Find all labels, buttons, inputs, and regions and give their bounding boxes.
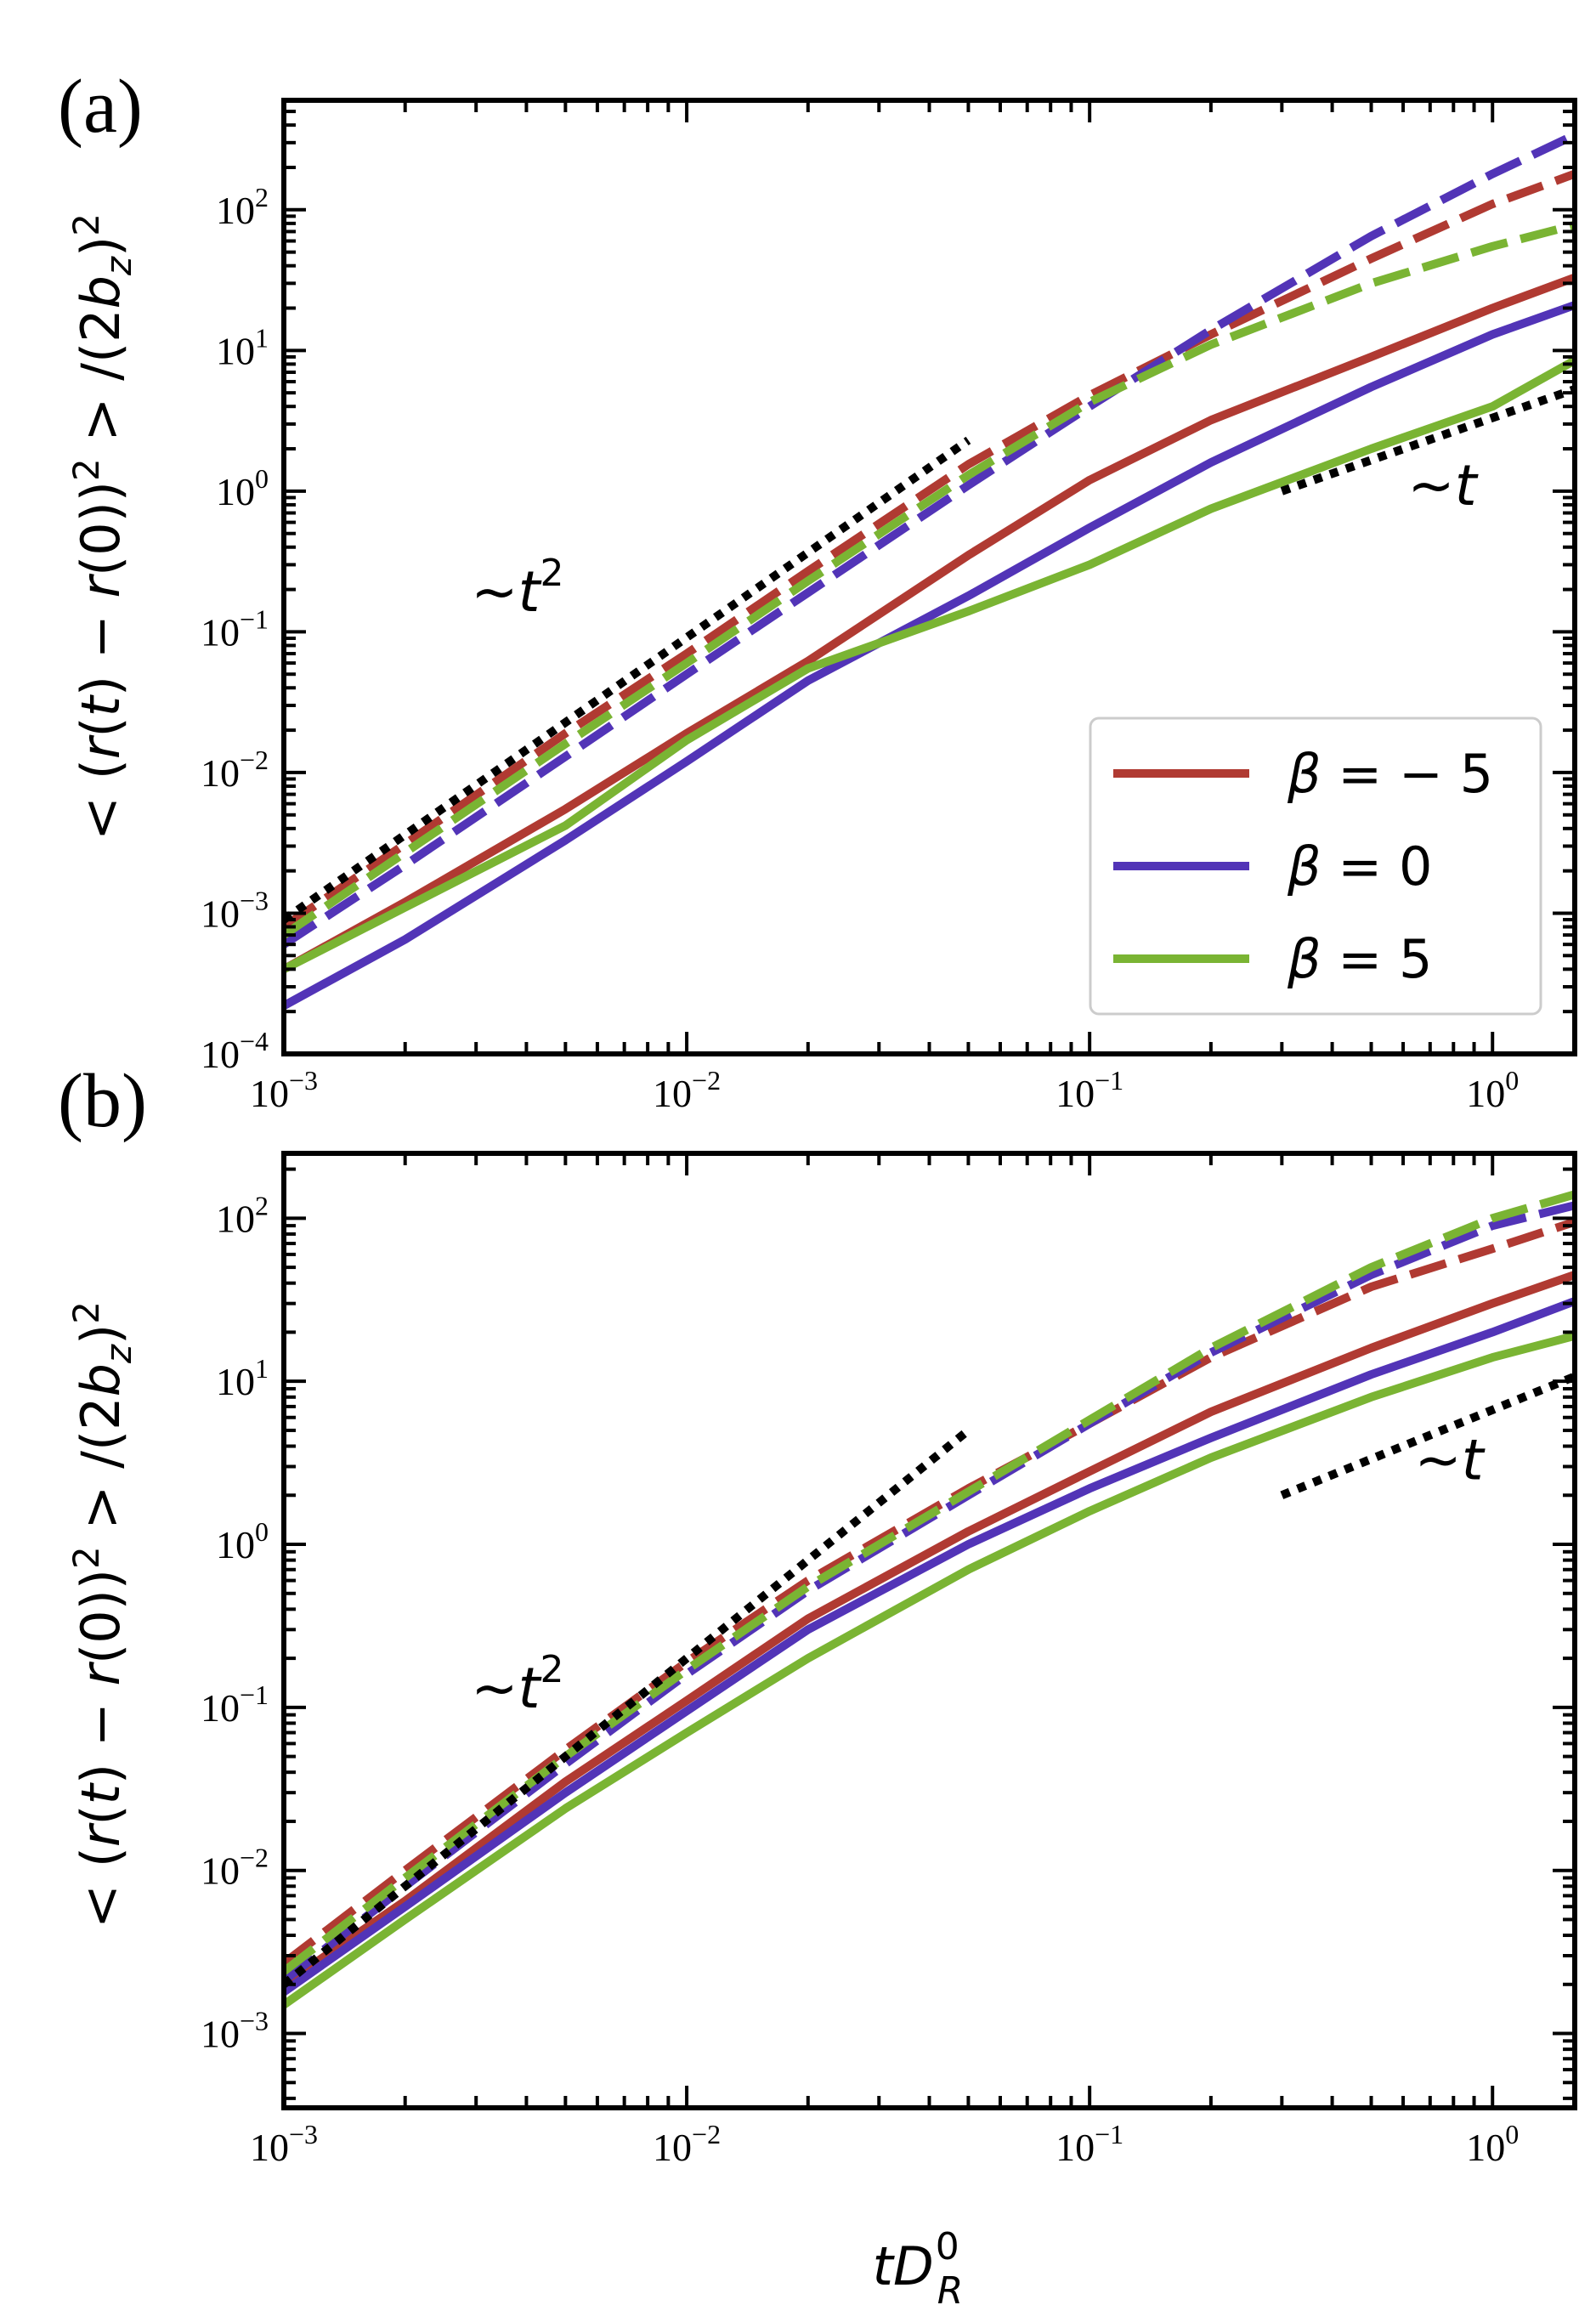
legend: β = − 5 β = 0 β = 5	[1089, 716, 1542, 1016]
y-tick-label: 101	[216, 322, 269, 372]
legend-box	[1089, 716, 1542, 1016]
panel-b-annotations: ~t2 ~t	[471, 1428, 1486, 1721]
y-tick-label: 10−3	[201, 2006, 269, 2056]
panel-b-ticks	[282, 1153, 1575, 2108]
y-tick-label: 102	[216, 182, 269, 232]
series-line-2	[284, 1331, 1575, 2008]
y-tick-label: 10−3	[201, 885, 269, 935]
legend-label-beta-5: β = 5	[1287, 928, 1432, 990]
panel-b-label: (b)	[58, 1059, 147, 1143]
panel-a: (a) 10−3 10−2 10−1 10010−410−310−210−110010…	[58, 65, 1577, 1115]
x-tick-label: 10−2	[653, 1065, 721, 1115]
panel-b-frame	[281, 1151, 1577, 2110]
panel-b-guides	[280, 1372, 1576, 1988]
t2-guide	[281, 436, 971, 924]
panel-b: (b) 10−3 10−2 10−1 100 10−3 10−2 10−1 100 101 102…	[58, 1059, 1577, 2169]
x-tick-label: 100	[1466, 2119, 1519, 2169]
x-tick-label: 10−1	[1056, 2119, 1123, 2169]
series-line-3	[284, 169, 1575, 931]
annotation-t-squared: ~t2	[471, 552, 563, 625]
y-tick-label: 100	[216, 1516, 269, 1566]
series-line-1	[284, 1297, 1575, 1996]
annotation-t-linear: ~t	[1414, 1428, 1485, 1493]
y-tick-label: 10−4	[201, 1026, 269, 1076]
t1-guide	[1280, 385, 1576, 496]
y-tick-label: 10−2	[201, 745, 269, 795]
x-tick-label: 10−3	[250, 1065, 318, 1115]
series-line-1	[284, 301, 1575, 1010]
y-axis-title-a: < (r(t) − r(0))2 > /(2bz)2	[65, 213, 139, 841]
series-line-0	[284, 1271, 1575, 1988]
panel-b-tick-labels: 10−3 10−2 10−1 100 10−3 10−2 10−1 100 101 102	[201, 1190, 1519, 2169]
x-tick-label: 10−3	[250, 2119, 318, 2169]
series-line-0	[284, 273, 1575, 973]
panel-a-annotations: ~t2 ~t	[471, 453, 1478, 625]
annotation-t-squared: ~t2	[471, 1648, 563, 1721]
x-tick-label: 100	[1466, 1065, 1519, 1115]
y-tick-label: 102	[216, 1190, 269, 1240]
y-tick-label: 101	[216, 1353, 269, 1403]
legend-label-beta-neg5: β = − 5	[1287, 743, 1493, 805]
panel-a-frame	[281, 98, 1577, 1056]
series-line-4	[284, 131, 1575, 949]
y-tick-label: 10−1	[201, 1679, 269, 1730]
series-line-5	[284, 220, 1575, 939]
panel-a-guides	[281, 385, 1576, 924]
series-line-2	[284, 356, 1575, 973]
y-tick-label: 100	[216, 463, 269, 513]
t1-guide	[1280, 1372, 1576, 1499]
t2-guide	[280, 1427, 971, 1988]
panel-a-label: (a)	[58, 65, 143, 149]
x-axis-title: tD0 R	[873, 2225, 964, 2305]
panel-a-series	[284, 131, 1575, 1010]
y-tick-label: 10−2	[201, 1843, 269, 1893]
legend-label-beta-0: β = 0	[1287, 835, 1432, 898]
x-tick-label: 10−1	[1056, 1065, 1123, 1115]
x-tick-label: 10−2	[653, 2119, 721, 2169]
y-axis-title-b: < (r(t) − r(0))2 > /(2bz)2	[65, 1301, 139, 1928]
annotation-t-linear: ~t	[1407, 453, 1478, 518]
y-tick-label: 10−1	[201, 603, 269, 654]
